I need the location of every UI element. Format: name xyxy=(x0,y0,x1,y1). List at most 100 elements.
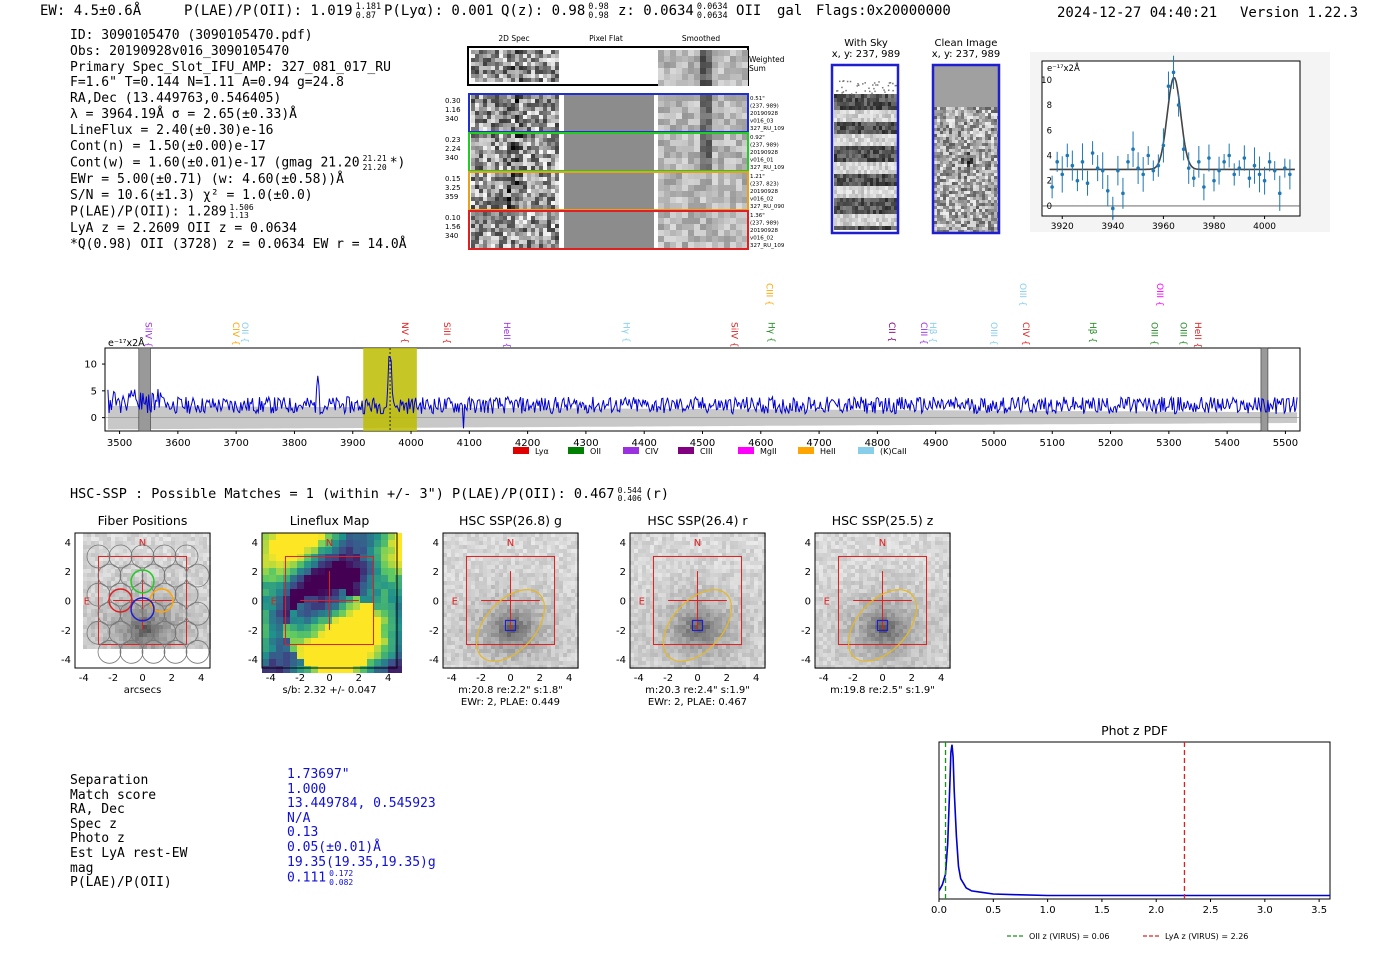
hsc-pixel xyxy=(143,613,147,617)
cutout-pixel xyxy=(479,216,483,220)
with-sky-pixel xyxy=(870,214,873,218)
cutout-pixel xyxy=(527,123,531,127)
cutout-pixel xyxy=(736,197,742,203)
cutout-pixel xyxy=(479,146,483,150)
with-sky-pixel xyxy=(870,142,873,146)
hsc-pixel xyxy=(143,545,147,549)
with-sky-pixel xyxy=(888,174,891,178)
cutout-pixel xyxy=(535,224,539,228)
cutout-pixel xyxy=(664,140,670,146)
with-sky-pixel xyxy=(852,150,855,154)
hsc-pixel xyxy=(75,645,79,649)
clean-pixel xyxy=(940,113,943,116)
with-sky-pixel xyxy=(876,162,879,166)
clean-pixel xyxy=(943,143,946,146)
hsc-pixel xyxy=(83,569,87,573)
hsc-pixel xyxy=(179,565,183,569)
hsc-pixel xyxy=(79,537,83,541)
cutout-pixel xyxy=(523,115,527,119)
cutout-pixel xyxy=(531,220,535,224)
with-sky-pixel xyxy=(894,142,897,146)
cutout-pixel xyxy=(539,240,543,244)
cutout-pixel xyxy=(555,58,559,62)
cutout-pixel xyxy=(535,74,539,78)
cutout-pixel xyxy=(712,74,718,80)
clean-pixel xyxy=(964,188,967,191)
hsc-pixel xyxy=(115,605,119,609)
cutout-pixel xyxy=(495,115,499,119)
cutout-pixel xyxy=(503,70,507,74)
with-sky-pixel xyxy=(864,218,867,222)
cutout-pixel xyxy=(664,125,670,131)
with-sky-pixel xyxy=(846,186,849,190)
clean-pixel xyxy=(961,173,964,176)
hsc-pixel xyxy=(139,609,143,613)
with-sky-pixel xyxy=(840,130,843,134)
hsc-pixel xyxy=(139,549,143,553)
hsc-pixel xyxy=(135,577,139,581)
with-sky-pixel xyxy=(840,206,843,210)
hsc-pixel xyxy=(103,665,107,669)
hsc-pixel xyxy=(147,569,151,573)
row-right-label: 327_RU_090 xyxy=(750,204,785,210)
hsc-pixel xyxy=(75,545,79,549)
hsc-pixel xyxy=(111,641,115,645)
with-sky-pixel xyxy=(873,174,876,178)
cutout-pixel xyxy=(475,193,479,197)
with-sky-pixel xyxy=(876,158,879,162)
cutout-pixel xyxy=(495,201,499,205)
clean-pixel xyxy=(955,110,958,113)
clean-pixel xyxy=(937,116,940,119)
cutout-pixel xyxy=(736,173,742,179)
clean-pixel xyxy=(955,221,958,224)
clean-pixel xyxy=(964,203,967,206)
cutout-pixel xyxy=(527,185,531,189)
hsc-pixel xyxy=(374,589,381,596)
hsc-pixel xyxy=(119,561,123,565)
cutout-pixel xyxy=(551,154,555,158)
clean-pixel xyxy=(985,188,988,191)
with-sky-pixel xyxy=(837,186,840,190)
with-sky-pixel xyxy=(879,210,882,214)
cutout-pixel xyxy=(555,78,559,82)
cutout-pixel xyxy=(487,212,491,216)
with-sky-pixel xyxy=(858,186,861,190)
clean-pixel xyxy=(985,194,988,197)
cutout-pixel xyxy=(551,54,555,58)
with-sky-pixel xyxy=(879,106,882,110)
with-sky-pixel xyxy=(894,102,897,106)
hsc-pixel xyxy=(304,561,311,568)
hsc-pixel xyxy=(187,613,191,617)
cutout-pixel xyxy=(539,158,543,162)
with-sky-pixel xyxy=(876,114,879,118)
cutout-pixel xyxy=(515,236,519,240)
row-smoothed xyxy=(658,134,748,170)
row-right-label: 327_RU_109 xyxy=(750,126,785,132)
clean-pixel xyxy=(934,179,937,182)
clean-pixel xyxy=(964,164,967,167)
hsc-pixel xyxy=(111,593,115,597)
clean-pixel xyxy=(994,203,997,206)
hsc-pixel xyxy=(311,561,318,568)
cutout-pixel xyxy=(658,50,664,56)
hsc-pixel xyxy=(325,624,332,631)
hsc-pixel xyxy=(123,597,127,601)
clean-pixel xyxy=(967,203,970,206)
clean-pixel xyxy=(991,200,994,203)
cutout-pixel xyxy=(507,66,511,70)
clean-pixel xyxy=(970,140,973,143)
cutout-pixel xyxy=(664,185,670,191)
hsc-pixel xyxy=(171,665,175,669)
hsc-pixel xyxy=(79,605,83,609)
cutout-pixel xyxy=(499,154,503,158)
row-right-label: 327_RU_109 xyxy=(750,165,785,171)
hsc-pixel xyxy=(123,541,127,545)
hsc-pixel xyxy=(131,621,135,625)
cutout-pixel xyxy=(688,164,694,170)
cutout-pixel xyxy=(706,56,712,62)
with-sky-pixel xyxy=(864,122,867,126)
clean-pixel xyxy=(952,218,955,221)
hsc-pixel xyxy=(143,641,147,645)
hsc-pixel xyxy=(135,573,139,577)
hsc-pixel xyxy=(207,549,211,553)
